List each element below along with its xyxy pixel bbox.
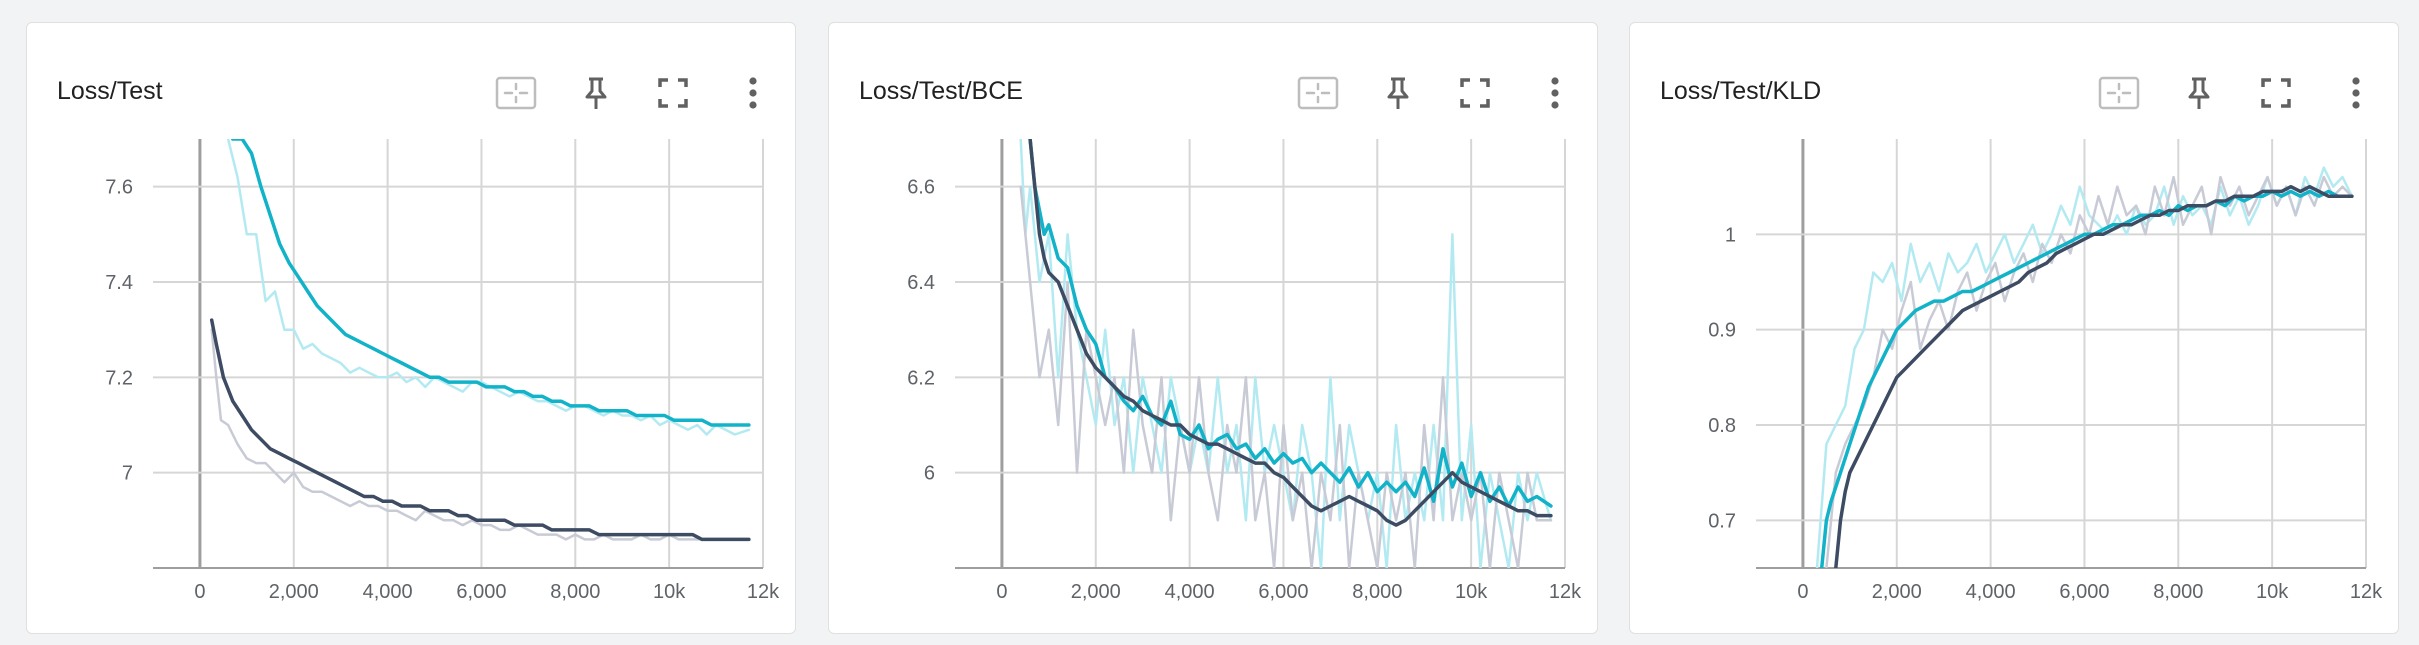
series-group — [1815, 166, 2354, 568]
chart-card-loss-test-bce: Loss/Test/BCE 0 2,000 4,000 6,000 8,000 10k 12… — [828, 22, 1598, 634]
more-vert-icon[interactable] — [730, 73, 776, 113]
x-tick-label: 12k — [747, 581, 780, 603]
y-tick-label: 7.6 — [105, 177, 133, 199]
fit-domain-icon[interactable] — [493, 73, 539, 113]
x-tick-label: 4,000 — [1966, 581, 2016, 603]
chart-card-loss-test-kld: Loss/Test/KLD 0 2,000 4,000 6,000 8,000 10k 12… — [1629, 22, 2399, 634]
x-tick-label: 8,000 — [1352, 581, 1402, 603]
fit-domain-icon[interactable] — [1295, 73, 1341, 113]
x-tick-label: 12k — [2350, 581, 2383, 603]
fullscreen-icon[interactable] — [1452, 73, 1498, 113]
y-tick-label: 7.4 — [105, 272, 133, 294]
y-tick-label: 6.2 — [907, 367, 935, 389]
series-group — [1019, 139, 1553, 568]
y-tick-label: 7 — [122, 463, 133, 485]
series-line — [209, 318, 751, 542]
chart-svg: 0 2,000 4,000 6,000 8,000 10k 12k 6.6 6.4 6.2 6 — [907, 139, 1582, 603]
x-tick-label: 0 — [1797, 581, 1808, 603]
fullscreen-icon[interactable] — [650, 73, 696, 113]
pin-icon[interactable] — [573, 73, 619, 113]
series-group — [209, 139, 751, 542]
x-tick-label: 2,000 — [269, 581, 319, 603]
card-title: Loss/Test/KLD — [1660, 77, 1822, 105]
chart-svg: 0 2,000 4,000 6,000 8,000 10k 12k 7.6 7.4 7.2 7 — [105, 139, 780, 603]
more-vert-icon[interactable] — [1532, 73, 1578, 113]
y-tick-label: 6 — [924, 463, 935, 485]
pin-icon[interactable] — [1375, 73, 1421, 113]
x-tick-label: 8,000 — [550, 581, 600, 603]
y-tick-label: 6.4 — [907, 272, 935, 294]
card-title: Loss/Test — [57, 77, 163, 105]
series-line — [226, 139, 751, 436]
y-tick-label: 1 — [1725, 224, 1736, 246]
series-line — [1819, 189, 2354, 568]
fit-domain-icon[interactable] — [2096, 73, 2142, 113]
x-tick-label: 2,000 — [1071, 581, 1121, 603]
x-tick-label: 6,000 — [1258, 581, 1308, 603]
x-tick-label: 0 — [996, 581, 1007, 603]
x-tick-label: 2,000 — [1872, 581, 1922, 603]
y-tick-label: 0.9 — [1708, 320, 1736, 342]
series-line — [231, 139, 751, 427]
y-tick-label: 0.7 — [1708, 510, 1736, 532]
chart-card-loss-test: Loss/Test 0 2,000 4,000 6,000 8,000 10k 12k 7.6… — [26, 22, 796, 634]
series-line — [1019, 185, 1553, 568]
more-vert-icon[interactable] — [2333, 73, 2379, 113]
line-chart[interactable]: 0 2,000 4,000 6,000 8,000 10k 12k 7.6 7.4 7.2 7 — [27, 133, 797, 623]
x-tick-label: 12k — [1549, 581, 1582, 603]
y-tick-label: 6.6 — [907, 177, 935, 199]
series-line — [210, 328, 751, 541]
card-title: Loss/Test/BCE — [859, 77, 1023, 105]
series-line — [1028, 139, 1553, 527]
line-chart[interactable]: 0 2,000 4,000 6,000 8,000 10k 12k 1 0.9 0.8 0.7 — [1630, 133, 2400, 623]
x-tick-label: 4,000 — [1165, 581, 1215, 603]
x-tick-label: 10k — [2256, 581, 2289, 603]
x-tick-label: 6,000 — [456, 581, 506, 603]
x-tick-label: 6,000 — [2059, 581, 2109, 603]
y-tick-label: 0.8 — [1708, 415, 1736, 437]
line-chart[interactable]: 0 2,000 4,000 6,000 8,000 10k 12k 6.6 6.4 6.2 6 — [829, 133, 1599, 623]
x-tick-label: 0 — [194, 581, 205, 603]
x-tick-label: 10k — [653, 581, 686, 603]
y-tick-label: 7.2 — [105, 367, 133, 389]
x-tick-label: 8,000 — [2153, 581, 2203, 603]
series-line — [1019, 139, 1553, 568]
chart-svg: 0 2,000 4,000 6,000 8,000 10k 12k 1 0.9 0.8 0.7 — [1708, 139, 2383, 603]
series-line — [1834, 184, 2354, 568]
fullscreen-icon[interactable] — [2253, 73, 2299, 113]
x-tick-label: 4,000 — [363, 581, 413, 603]
x-tick-label: 10k — [1455, 581, 1488, 603]
pin-icon[interactable] — [2176, 73, 2222, 113]
